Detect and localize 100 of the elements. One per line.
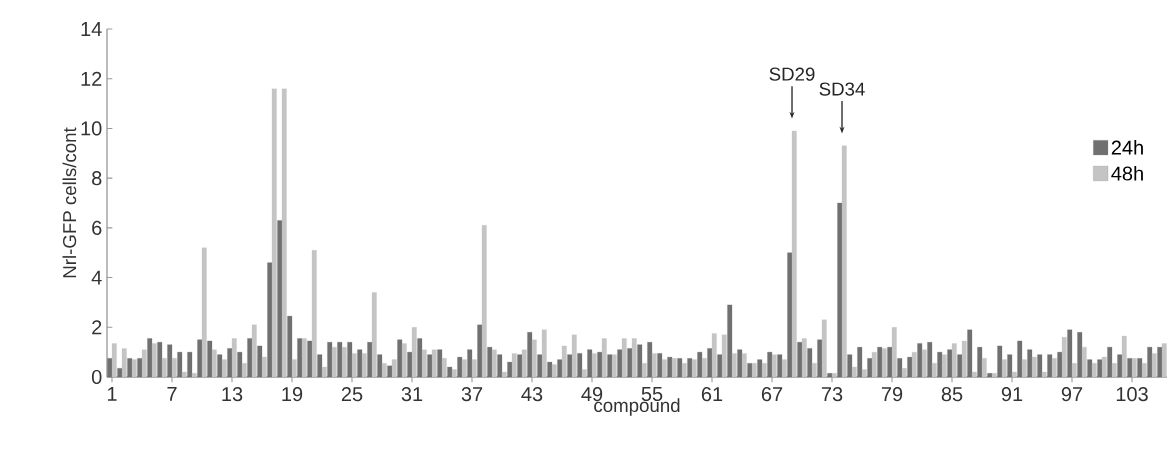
x-tick-label: 31 [401,387,423,402]
bar [771,354,777,378]
bar [147,338,153,378]
bar [741,353,747,378]
bar [897,358,903,378]
bar [661,359,667,378]
bar [637,344,643,378]
y-tick-label: 4 [91,270,102,285]
bar [167,344,173,378]
bar [187,352,193,378]
bar [357,349,363,378]
bar [551,364,557,378]
bar [831,373,837,378]
bar [511,353,517,378]
bar [377,354,383,378]
bar [341,347,347,378]
bar [411,327,417,378]
bar [827,373,833,378]
bar [927,342,933,378]
bar [991,373,997,378]
bar [1091,363,1097,378]
y-tick-label: 2 [92,320,102,335]
bar [447,366,453,378]
bar [1081,347,1087,378]
bar [801,338,807,378]
bar [917,343,923,378]
bar [731,353,737,378]
bar [431,349,437,378]
bar [371,292,377,378]
bar [581,369,587,378]
bar [1017,340,1023,378]
x-tick-label: 19 [282,387,303,402]
y-tick-label: 0 [91,369,102,385]
bar [241,363,247,378]
legend-label: 48h [1111,165,1143,181]
bar [127,358,133,378]
bar [1061,337,1067,378]
bar [177,352,183,378]
bar [1121,335,1127,378]
x-tick-label: 79 [881,387,903,402]
bar [541,329,547,378]
y-tick-label: 6 [92,220,102,235]
bar [161,358,167,378]
bar [901,368,907,378]
bar [401,343,407,378]
bar [397,339,403,378]
bar [1047,354,1053,378]
bar [737,349,743,378]
bar [911,352,917,378]
x-tick-label: 43 [521,387,543,402]
bar [601,338,607,378]
bar [121,348,127,378]
bar [977,347,983,378]
bar [437,349,443,378]
x-tick-label: 1 [107,387,117,401]
bar [967,329,973,378]
bar [971,371,977,378]
bar [527,332,533,378]
bar [667,356,673,378]
bar [257,345,263,378]
bar [647,342,653,378]
bar [821,319,827,378]
x-tick-label: 85 [941,387,963,402]
bar [691,359,697,378]
bar [611,354,617,378]
bar [687,358,693,378]
bar [951,343,957,378]
bar [757,359,763,378]
bar [217,354,223,378]
bar [981,358,987,378]
y-tick-label: 8 [92,171,102,186]
bar [1001,359,1007,378]
bar [1021,359,1027,378]
bar [711,333,717,378]
bar [677,358,683,378]
bar [1151,353,1157,378]
bar [521,349,527,378]
bar [471,359,477,378]
bar [907,356,913,378]
y-axis-title: Nrl-GFP cells/cont [62,127,77,278]
bar [987,373,993,378]
bar [387,365,393,378]
bar [331,347,337,378]
bar [501,371,507,378]
bar [451,369,457,378]
bar [1067,329,1073,378]
bar [1037,354,1043,378]
x-tick-label: 25 [341,387,363,402]
bar [1027,349,1033,378]
bar [767,352,773,378]
bar [571,334,577,378]
bar [361,353,367,378]
bar [857,347,863,378]
bar [507,361,513,378]
bar [211,349,217,378]
bar [851,366,857,378]
bar [871,352,877,378]
x-tick-label: 97 [1061,387,1083,402]
bar [961,340,967,378]
bar [807,348,813,378]
